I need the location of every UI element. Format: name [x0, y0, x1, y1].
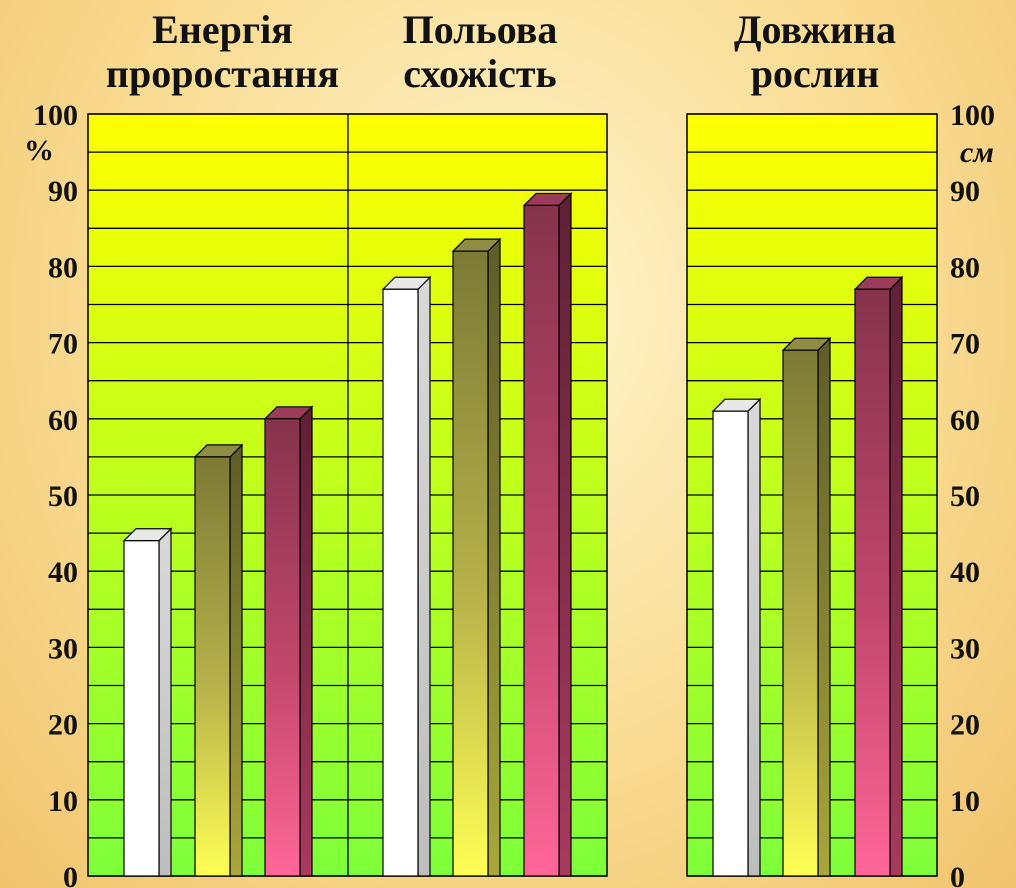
bar-front — [123, 540, 160, 877]
bar-side — [817, 336, 831, 877]
y-tick-label-left: 0 — [63, 861, 78, 888]
y-tick-label-left: 90 — [48, 175, 78, 208]
bar — [853, 275, 904, 877]
bar — [122, 527, 173, 877]
y-tick-label-right: 90 — [950, 175, 980, 208]
bar-side — [299, 405, 313, 877]
bar — [263, 405, 314, 877]
y-tick-label-right: 0 — [950, 861, 965, 888]
bar-front — [782, 349, 819, 877]
y-tick-label-right: 50 — [950, 480, 980, 513]
group-title-germination-energy: Енергія проростання — [80, 8, 365, 96]
bar — [781, 336, 832, 877]
y-tick-label-right: 100 — [950, 99, 995, 132]
bar-side — [229, 443, 243, 877]
group-title-line: Польова — [402, 7, 558, 52]
bar-front — [523, 204, 560, 877]
y-tick-label-left: 60 — [48, 404, 78, 437]
group-title-line: Енергія — [152, 7, 293, 52]
y-unit-left: % — [24, 134, 54, 167]
axes: 0 10 20 30 40 50 60 70 80 90 100 0 10 20 30 40 50 60 70 80 9… — [24, 99, 995, 888]
bar-front — [382, 288, 419, 877]
y-tick-label-left: 30 — [48, 632, 78, 665]
bar — [711, 397, 762, 877]
y-tick-label-left: 100 — [33, 99, 78, 132]
bar-front — [712, 410, 749, 877]
bar-side — [487, 237, 501, 877]
bar-front — [194, 456, 231, 877]
y-tick-label-left: 50 — [48, 480, 78, 513]
y-tick-label-left: 20 — [48, 709, 78, 742]
group-title-line: проростання — [105, 51, 340, 96]
bar-front — [452, 250, 489, 877]
y-tick-label-left: 70 — [48, 328, 78, 361]
y-tick-label-right: 20 — [950, 709, 980, 742]
group-title-line: рослин — [750, 51, 880, 96]
y-tick-label-right: 80 — [950, 251, 980, 284]
y-unit-right: см — [960, 136, 994, 169]
bar — [451, 237, 502, 877]
y-tick-label-left: 40 — [48, 556, 78, 589]
bar-side — [158, 527, 172, 877]
y-tick-label-right: 30 — [950, 632, 980, 665]
bar — [522, 191, 573, 877]
bars — [122, 191, 904, 877]
bar-side — [417, 275, 431, 877]
y-tick-label-left: 10 — [48, 785, 78, 818]
y-tick-label-left: 80 — [48, 251, 78, 284]
y-tick-label-right: 70 — [950, 328, 980, 361]
bar — [381, 275, 432, 877]
group-title-plant-length: Довжина рослин — [690, 8, 940, 96]
group-title-line: схожість — [403, 51, 557, 96]
bar — [193, 443, 244, 877]
group-title-line: Довжина — [733, 7, 897, 52]
y-tick-label-right: 60 — [950, 404, 980, 437]
group-title-field-germination: Польова схожість — [365, 8, 595, 96]
y-tick-label-right: 40 — [950, 556, 980, 589]
bar-side — [889, 275, 903, 877]
bar-side — [747, 397, 761, 877]
bar-side — [558, 191, 572, 877]
bar-front — [264, 418, 301, 877]
y-tick-label-right: 10 — [950, 785, 980, 818]
bar-front — [854, 288, 891, 877]
